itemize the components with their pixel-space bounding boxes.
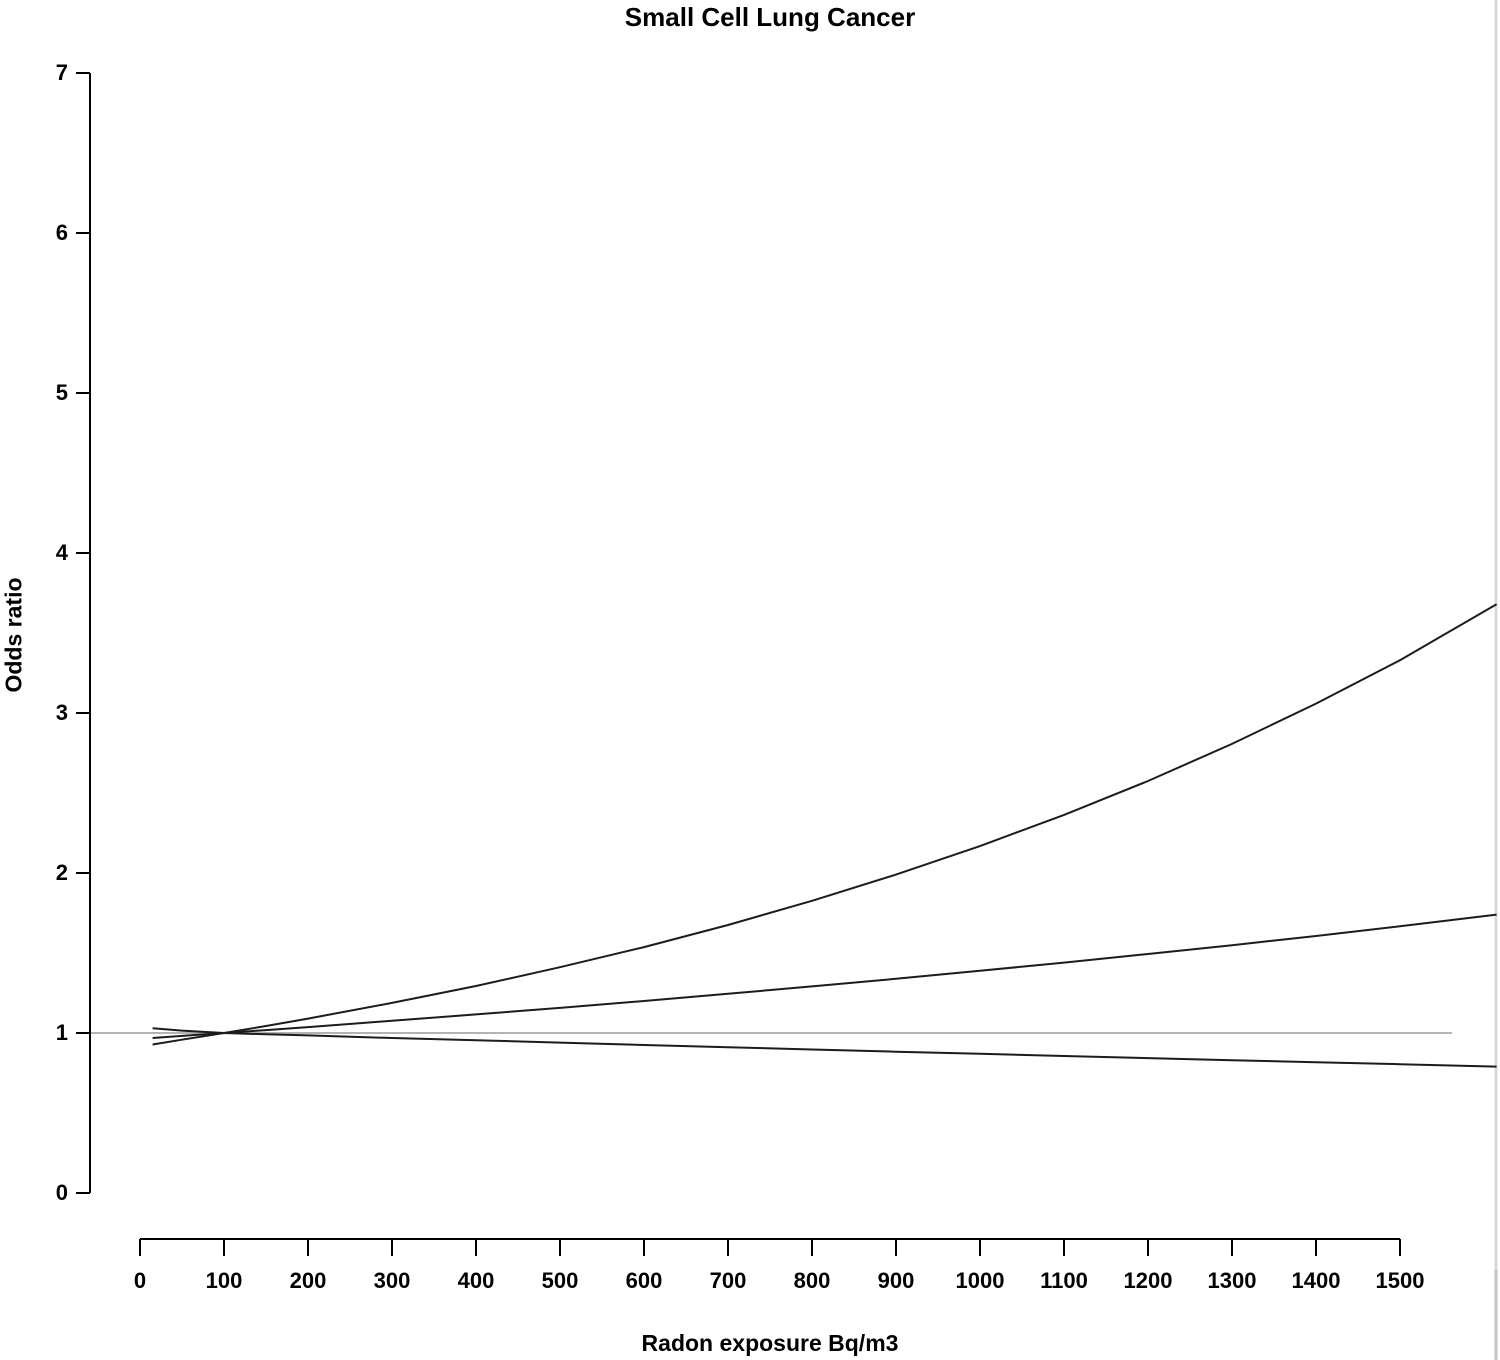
y-tick-label-2: 2 [55,860,68,885]
x-tick-label-1500: 1500 [1375,1268,1425,1293]
x-tick-label-400: 400 [457,1268,495,1293]
x-tick-label-1100: 1100 [1040,1268,1088,1293]
y-tick-label-0: 0 [55,1180,68,1205]
x-tick-label-900: 900 [877,1268,915,1293]
y-tick-label-7: 7 [55,60,68,85]
y-tick-label-6: 6 [55,220,68,245]
curve-odds-ratio-estimate [152,913,1497,1039]
x-tick-label-200: 200 [289,1268,327,1293]
y-tick-label-3: 3 [55,700,68,725]
chart-title: Small Cell Lung Cancer [624,2,916,32]
x-tick-label-1200: 1200 [1123,1268,1173,1293]
x-axis-title: Radon exposure Bq/m3 [641,1330,899,1356]
y-tick-label-5: 5 [55,380,68,405]
curve-upper-95-ci [152,603,1498,1035]
x-tick-label-1400: 1400 [1291,1268,1341,1293]
curve-lower-95-ci [152,1031,1497,1068]
y-axis-title: Odds ratio [0,577,27,693]
x-tick-label-600: 600 [625,1268,663,1293]
x-tick-label-1300: 1300 [1207,1268,1257,1293]
x-tick-label-300: 300 [373,1268,411,1293]
y-tick-label-4: 4 [55,540,68,565]
x-tick-label-0: 0 [133,1268,147,1293]
x-tick-label-700: 700 [709,1268,747,1293]
y-tick-label-1: 1 [55,1020,68,1045]
x-tick-label-1000: 1000 [955,1268,1005,1293]
x-tick-label-500: 500 [541,1268,579,1293]
x-tick-label-100: 100 [205,1268,243,1293]
x-tick-label-800: 800 [793,1268,831,1293]
